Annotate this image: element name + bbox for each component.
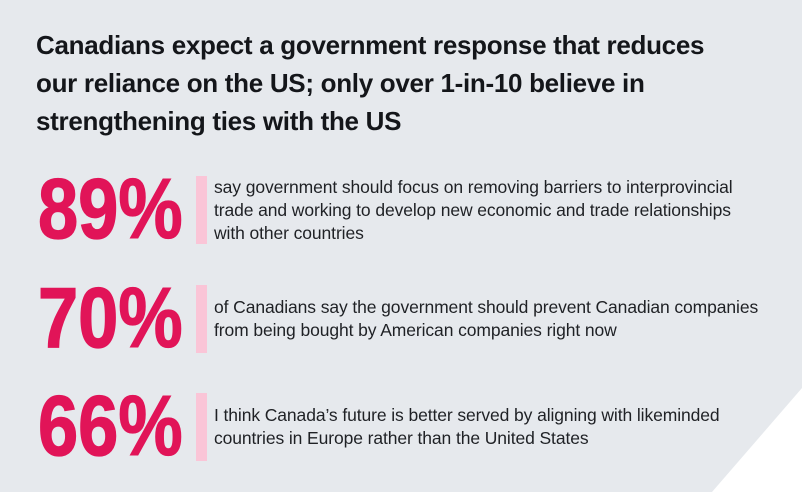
stat-value: 70% bbox=[37, 271, 183, 366]
stat-row: 89% say government should focus on remov… bbox=[37, 162, 794, 257]
stat-row: 66% I think Canada’s future is better se… bbox=[37, 379, 794, 474]
stat-row: 70% of Canadians say the government shou… bbox=[37, 271, 794, 366]
stat-description: I think Canada’s future is better served… bbox=[214, 405, 720, 448]
stat-description: say government should focus on removing … bbox=[214, 176, 733, 243]
stat-divider-bar bbox=[196, 285, 207, 353]
stat-value: 66% bbox=[37, 379, 183, 474]
stat-value: 89% bbox=[37, 162, 183, 257]
stat-divider-bar bbox=[196, 393, 207, 461]
headline: Canadians expect a government response t… bbox=[36, 30, 705, 136]
stat-divider-bar bbox=[196, 176, 207, 244]
stat-description: of Canadians say the government should p… bbox=[214, 297, 759, 340]
